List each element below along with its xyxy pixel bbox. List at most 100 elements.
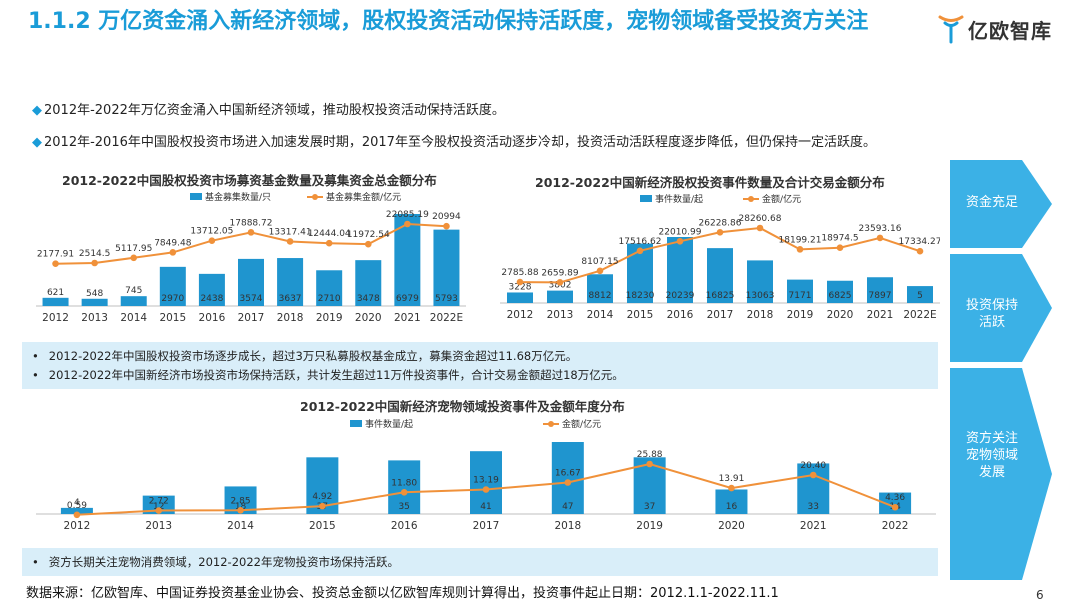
line-point [916,247,924,255]
line-label: 4.36 [885,493,905,503]
chart1-plot: 621 2012 548 2013 745 2014 2970 2015 2438 2016 357… [36,210,466,324]
bar-label: 621 [47,288,64,298]
summary-line: • 2012-2022年中国新经济市场投资市场保持活跃，共计发生超过11万件投资事… [32,368,624,382]
legend-line-swatch [743,195,760,202]
bar [60,507,93,514]
legend-bar-swatch [190,193,202,200]
chart3-legend-line: 金额/亿元 [562,420,602,430]
bar-label: 7897 [869,291,892,301]
x-tick-label: 2017 [473,520,500,532]
chart3-legend: 事件数量/起 金额/亿元 [350,417,601,430]
bar [707,248,733,303]
bar-label: 35 [398,502,409,512]
line-point [325,239,333,247]
line-label: 13.19 [473,475,499,485]
x-tick-label: 2021 [394,312,421,324]
bar-label: 12 [153,502,164,512]
x-tick-label: 2021 [867,309,894,321]
side-label-2: 投资保持活跃 [965,298,1018,330]
summary-box-2: • 资方长期关注宠物消费领域，2012-2022年宠物投资市场保持活跃。 [22,548,938,576]
bar-label: 2970 [161,294,184,304]
line-point [646,460,653,468]
line-label: 17334.27 [899,237,940,247]
chart2-plot: 3228201238022013881220141823020152023920… [500,214,940,321]
bar [547,290,573,303]
line-point [319,502,326,510]
x-tick-label: 2013 [145,520,172,532]
logo-text: 亿欧智库 [968,18,1052,43]
bar-label: 33 [808,502,819,512]
bar [388,460,421,514]
legend-line-swatch [307,193,324,200]
legend-bar-swatch [640,195,652,202]
x-tick-label: 2019 [787,309,814,321]
line-label: 11972.54 [347,230,390,240]
line-point [556,279,564,286]
line-point [796,246,804,253]
line-label: 20994 [432,212,461,222]
x-tick-label: 2017 [707,309,734,321]
line-label: 13712.05 [190,227,233,237]
legend-bar-swatch [350,420,362,427]
bar-label: 47 [562,502,573,512]
chart2-legend-line: 金额/亿元 [762,195,802,205]
line-point [564,479,572,486]
line-point [636,247,644,255]
bar [879,492,912,514]
chart3-legend-bar: 事件数量/起 [365,420,414,430]
bar [507,292,533,303]
bar [747,260,773,303]
line-point [836,244,844,252]
bar-label: 3637 [279,294,302,304]
chart1-title: 2012-2022中国股权投资市场募资基金数量及募集资金总金额分布 [62,173,437,188]
chart1-legend: 基金募集数量/只 基金募集金额/亿元 [190,190,401,203]
summary-line: • 2012-2022年中国股权投资市场逐步成长，超过3万只私募股权基金成立，募集… [32,349,578,363]
side-arrow-1 [950,160,1052,248]
x-tick-label: 2014 [587,309,614,321]
bar [551,442,584,514]
line-label: 2514.5 [79,249,111,259]
x-tick-label: 2022E [430,312,463,324]
bar [907,286,933,303]
line-point [596,267,604,275]
x-tick-label: 2014 [227,520,254,532]
chart1-legend-line: 基金募集金额/亿元 [326,193,402,203]
bar-label: 3478 [357,294,380,304]
x-tick-label: 2012 [64,520,91,532]
bar-label: 16 [726,502,738,512]
data-source: 数据来源：亿欧智库、中国证券投资基金业协会、投资总金额以亿欧智库规则计算得出，投… [26,586,779,601]
bar-label: 41 [480,502,491,512]
line-point [756,224,764,232]
line-label: 0.59 [67,501,87,511]
logo-icon [938,15,964,44]
line-point [73,511,81,519]
x-tick-label: 2016 [667,309,694,321]
x-tick-label: 2018 [277,312,304,324]
line-point [809,471,817,479]
bar-label: 13063 [746,291,775,301]
x-tick-label: 2013 [547,309,574,321]
bar [827,280,853,303]
line-label: 22085.19 [386,210,429,220]
line-point [237,506,244,514]
x-tick-label: 2014 [120,312,147,324]
x-tick-label: 2017 [238,312,265,324]
page-title: 1.1.2 万亿资金涌入新经济领域，股权投资活动保持活跃度，宠物领域备受投资方关… [28,9,869,34]
bar-label: 37 [644,502,655,512]
bar-label: 16825 [706,291,735,301]
x-tick-label: 2016 [199,312,226,324]
line-point [91,259,98,267]
x-tick-label: 2021 [800,520,827,532]
x-tick-label: 2019 [636,520,663,532]
line-label: 2177.91 [37,250,74,260]
bar [42,297,69,306]
bar [198,273,225,306]
side-label-3: 资方关注宠物领域发展 [965,431,1018,480]
line-point [728,484,735,492]
chart2-legend: 事件数量/起 金额/亿元 [640,192,801,205]
bar-label: 6825 [829,291,852,301]
bar-label: 8812 [589,291,612,301]
chart3-plot: 4201212201318201437201535201641201747201… [36,442,936,532]
line-point [247,229,255,236]
x-tick-label: 2013 [81,312,108,324]
